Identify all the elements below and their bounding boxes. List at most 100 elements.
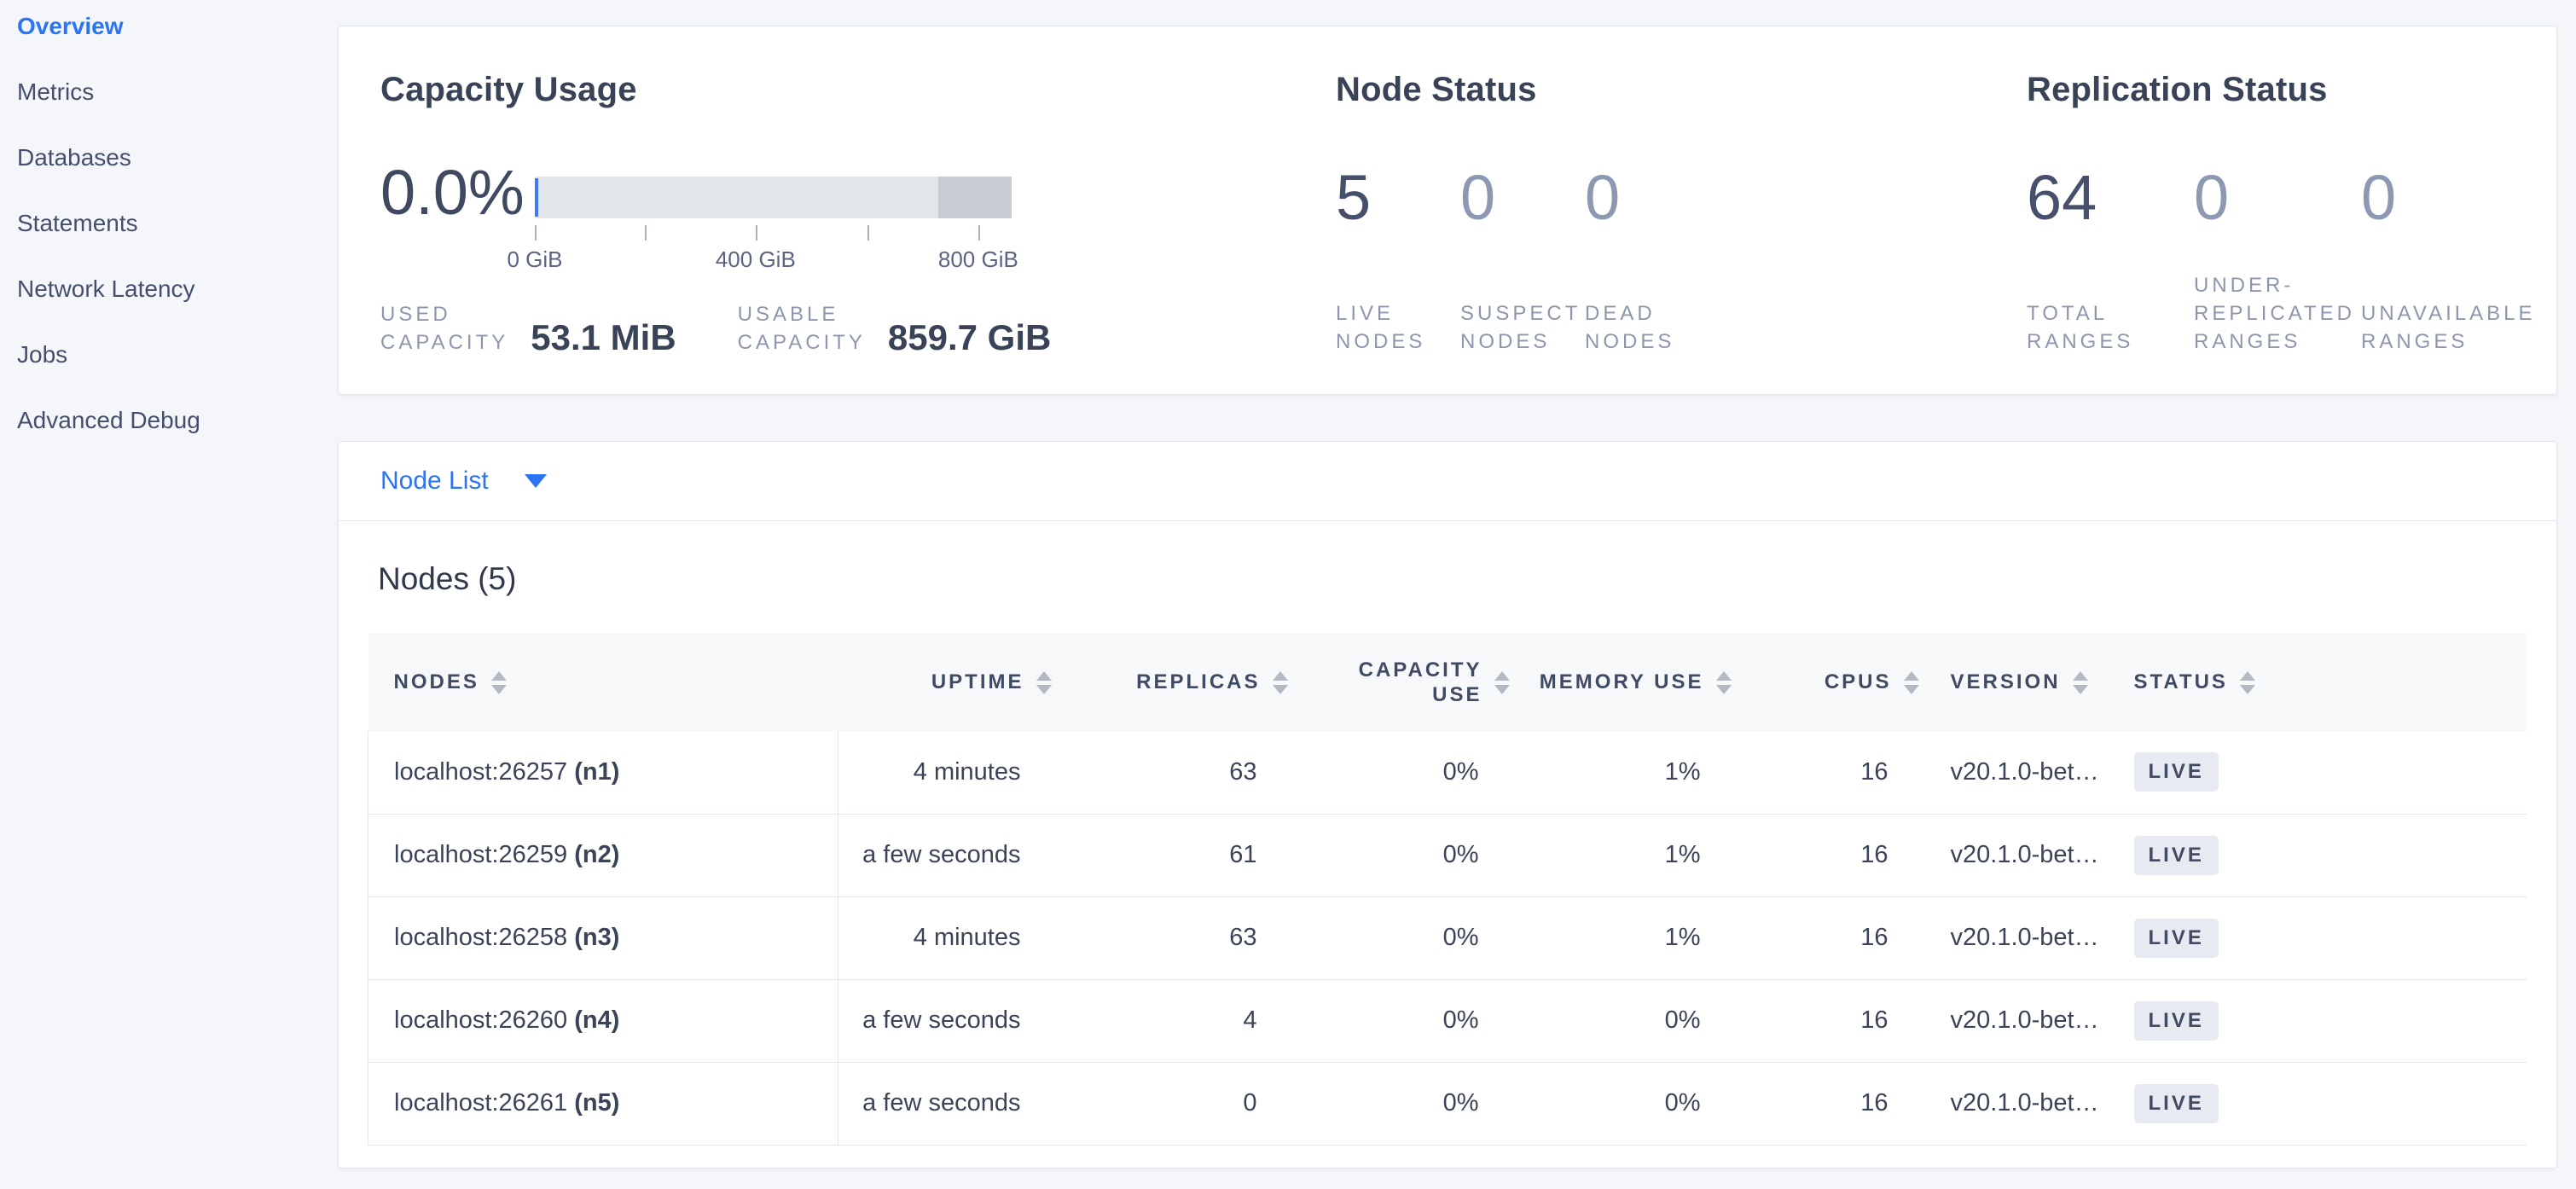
sidebar-item-databases[interactable]: Databases (0, 125, 338, 190)
under-replicated-ranges-label: UNDER- REPLICATED RANGES (2194, 274, 2355, 353)
status-badge: LIVE (2133, 918, 2219, 958)
under-replicated-ranges-stat: 0 UNDER- REPLICATED RANGES (2194, 161, 2361, 356)
sidebar-list: Overview Metrics Databases Statements Ne… (0, 0, 338, 453)
column-header-status[interactable]: STATUS (2116, 634, 2527, 731)
gauge-label-min: 0 GiB (507, 246, 563, 272)
node-host-link[interactable]: localhost:26257 (394, 757, 568, 786)
sidebar-item-overview[interactable]: Overview (0, 0, 338, 59)
column-header-cpus[interactable]: CPUS (1732, 634, 1921, 731)
node-id: (n4) (574, 1006, 620, 1034)
capacity-gauge-overflow-segment (937, 177, 1012, 218)
node-host-link[interactable]: localhost:26260 (394, 1006, 568, 1034)
sidebar-nav: Overview Metrics Databases Statements Ne… (0, 0, 338, 453)
live-nodes-stat: 5 LIVE NODES (1336, 161, 1460, 356)
capacity-use-cell: 0% (1289, 1061, 1511, 1146)
status-badge: LIVE (2133, 752, 2219, 792)
column-header-nodes[interactable]: NODES (368, 634, 838, 731)
suspect-nodes-stat: 0 SUSPECT NODES (1460, 161, 1585, 356)
suspect-nodes-value: 0 (1460, 162, 1496, 233)
uptime-cell: 4 minutes (838, 896, 1053, 979)
sidebar-item-jobs[interactable]: Jobs (0, 322, 338, 387)
capacity-gauge-used-marker (535, 178, 538, 217)
unavailable-ranges-value: 0 (2361, 162, 2397, 233)
uptime-cell: a few seconds (838, 813, 1053, 896)
sidebar-item-metrics[interactable]: Metrics (0, 59, 338, 125)
replication-stats: 64 TOTAL RANGES 0 UNDER- REPLICATED RANG… (2027, 161, 2532, 356)
memory-use-cell: 1% (1664, 757, 1701, 786)
version-cell: v20.1.0-bet… (1920, 813, 2117, 896)
node-list-dropdown[interactable]: Node List (339, 442, 2556, 521)
node-id: (n5) (574, 1089, 620, 1116)
table-row-node-1[interactable]: localhost:26257 (n1) 4 minutes 63 0% 1% … (368, 731, 2527, 814)
version-cell: v20.1.0-bet… (1920, 896, 2117, 979)
sidebar-item-label: Advanced Debug (17, 406, 200, 433)
replicas-cell: 4 (1053, 978, 1290, 1062)
table-row-node-3[interactable]: localhost:26258 (n3) 4 minutes 63 0% 1% … (368, 896, 2527, 979)
replicas-cell: 61 (1053, 813, 1290, 896)
capacity-use-cell: 0% (1289, 813, 1511, 896)
sort-icon (2072, 670, 2088, 694)
sort-icon (1715, 670, 1732, 694)
sidebar-item-statements[interactable]: Statements (0, 190, 338, 256)
main-content: Capacity Usage 0.0% 0 GiB 400 GiB 800 Gi… (338, 0, 2557, 1169)
capacity-use-cell: 0% (1442, 757, 1479, 786)
gauge-tick (645, 225, 647, 241)
replication-status-title: Replication Status (2027, 71, 2328, 108)
gauge-label-max: 800 GiB (937, 246, 1018, 272)
gauge-tick (978, 225, 980, 241)
node-status-title: Node Status (1336, 71, 1537, 108)
total-ranges-stat: 64 TOTAL RANGES (2027, 161, 2194, 356)
cpus-cell: 16 (1860, 757, 1888, 786)
dead-nodes-value: 0 (1585, 162, 1621, 233)
table-row-node-4[interactable]: localhost:26260 (n4) a few seconds 4 0% … (368, 978, 2527, 1062)
used-capacity-label: USED CAPACITY (380, 303, 509, 354)
memory-use-cell: 1% (1511, 896, 1733, 979)
node-list-dropdown-label: Node List (380, 467, 489, 495)
node-host-link[interactable]: localhost:26261 (394, 1089, 568, 1116)
table-row-node-2[interactable]: localhost:26259 (n2) a few seconds 61 0%… (368, 813, 2527, 896)
sort-icon (1494, 670, 1510, 694)
gauge-label-mid: 400 GiB (715, 246, 796, 272)
sidebar-item-network-latency[interactable]: Network Latency (0, 256, 338, 322)
capacity-gauge (535, 177, 1012, 218)
node-id: (n1) (574, 757, 620, 786)
node-id: (n3) (574, 924, 620, 951)
under-replicated-ranges-value: 0 (2194, 162, 2230, 233)
capacity-use-cell: 0% (1289, 978, 1511, 1062)
nodes-table-title: Nodes (5) (378, 561, 517, 596)
version-cell: v20.1.0-bet… (1920, 1061, 2117, 1146)
cpus-cell: 16 (1732, 813, 1921, 896)
column-header-uptime[interactable]: UPTIME (838, 634, 1053, 731)
sidebar-item-advanced-debug[interactable]: Advanced Debug (0, 387, 338, 453)
sidebar-item-label: Overview (17, 12, 124, 39)
sort-icon (1272, 670, 1288, 694)
dead-nodes-stat: 0 DEAD NODES (1585, 161, 1709, 356)
node-host-link[interactable]: localhost:26259 (394, 841, 568, 868)
sidebar-item-label: Jobs (17, 340, 68, 368)
live-nodes-value: 5 (1336, 162, 1372, 233)
table-header-row: NODES UPTIME REPLICAS (368, 634, 2527, 731)
column-header-capacity-use[interactable]: CAPACITY USE (1289, 634, 1511, 731)
capacity-usage-title: Capacity Usage (380, 71, 637, 108)
node-list-card: Node List Nodes (5) NODES (338, 441, 2557, 1169)
version-cell: v20.1.0-bet… (1920, 978, 2117, 1062)
capacity-stats: USED CAPACITY 53.1 MiB USABLE CAPACITY 8… (380, 300, 1051, 357)
usable-capacity-label: USABLE CAPACITY (737, 303, 866, 354)
capacity-gauge-ticks (535, 225, 1012, 241)
status-badge: LIVE (2133, 835, 2219, 875)
column-header-version[interactable]: VERSION (1920, 634, 2117, 731)
column-header-replicas[interactable]: REPLICAS (1053, 634, 1290, 731)
table-row-node-5[interactable]: localhost:26261 (n5) a few seconds 0 0% … (368, 1061, 2527, 1146)
capacity-gauge-labels: 0 GiB 400 GiB 800 GiB (507, 246, 1018, 272)
status-badge: LIVE (2133, 1083, 2219, 1123)
sort-icon (1036, 670, 1052, 694)
nodes-table: NODES UPTIME REPLICAS (368, 634, 2527, 1146)
chevron-down-icon (524, 474, 547, 488)
column-header-memory-use[interactable]: MEMORY USE (1511, 634, 1733, 731)
total-ranges-label: TOTAL RANGES (2027, 302, 2134, 353)
uptime-cell: a few seconds (838, 978, 1053, 1062)
node-host-link[interactable]: localhost:26258 (394, 924, 568, 951)
sort-icon (490, 670, 507, 694)
cluster-summary-card: Capacity Usage 0.0% 0 GiB 400 GiB 800 Gi… (338, 26, 2557, 395)
memory-use-cell: 0% (1511, 978, 1733, 1062)
